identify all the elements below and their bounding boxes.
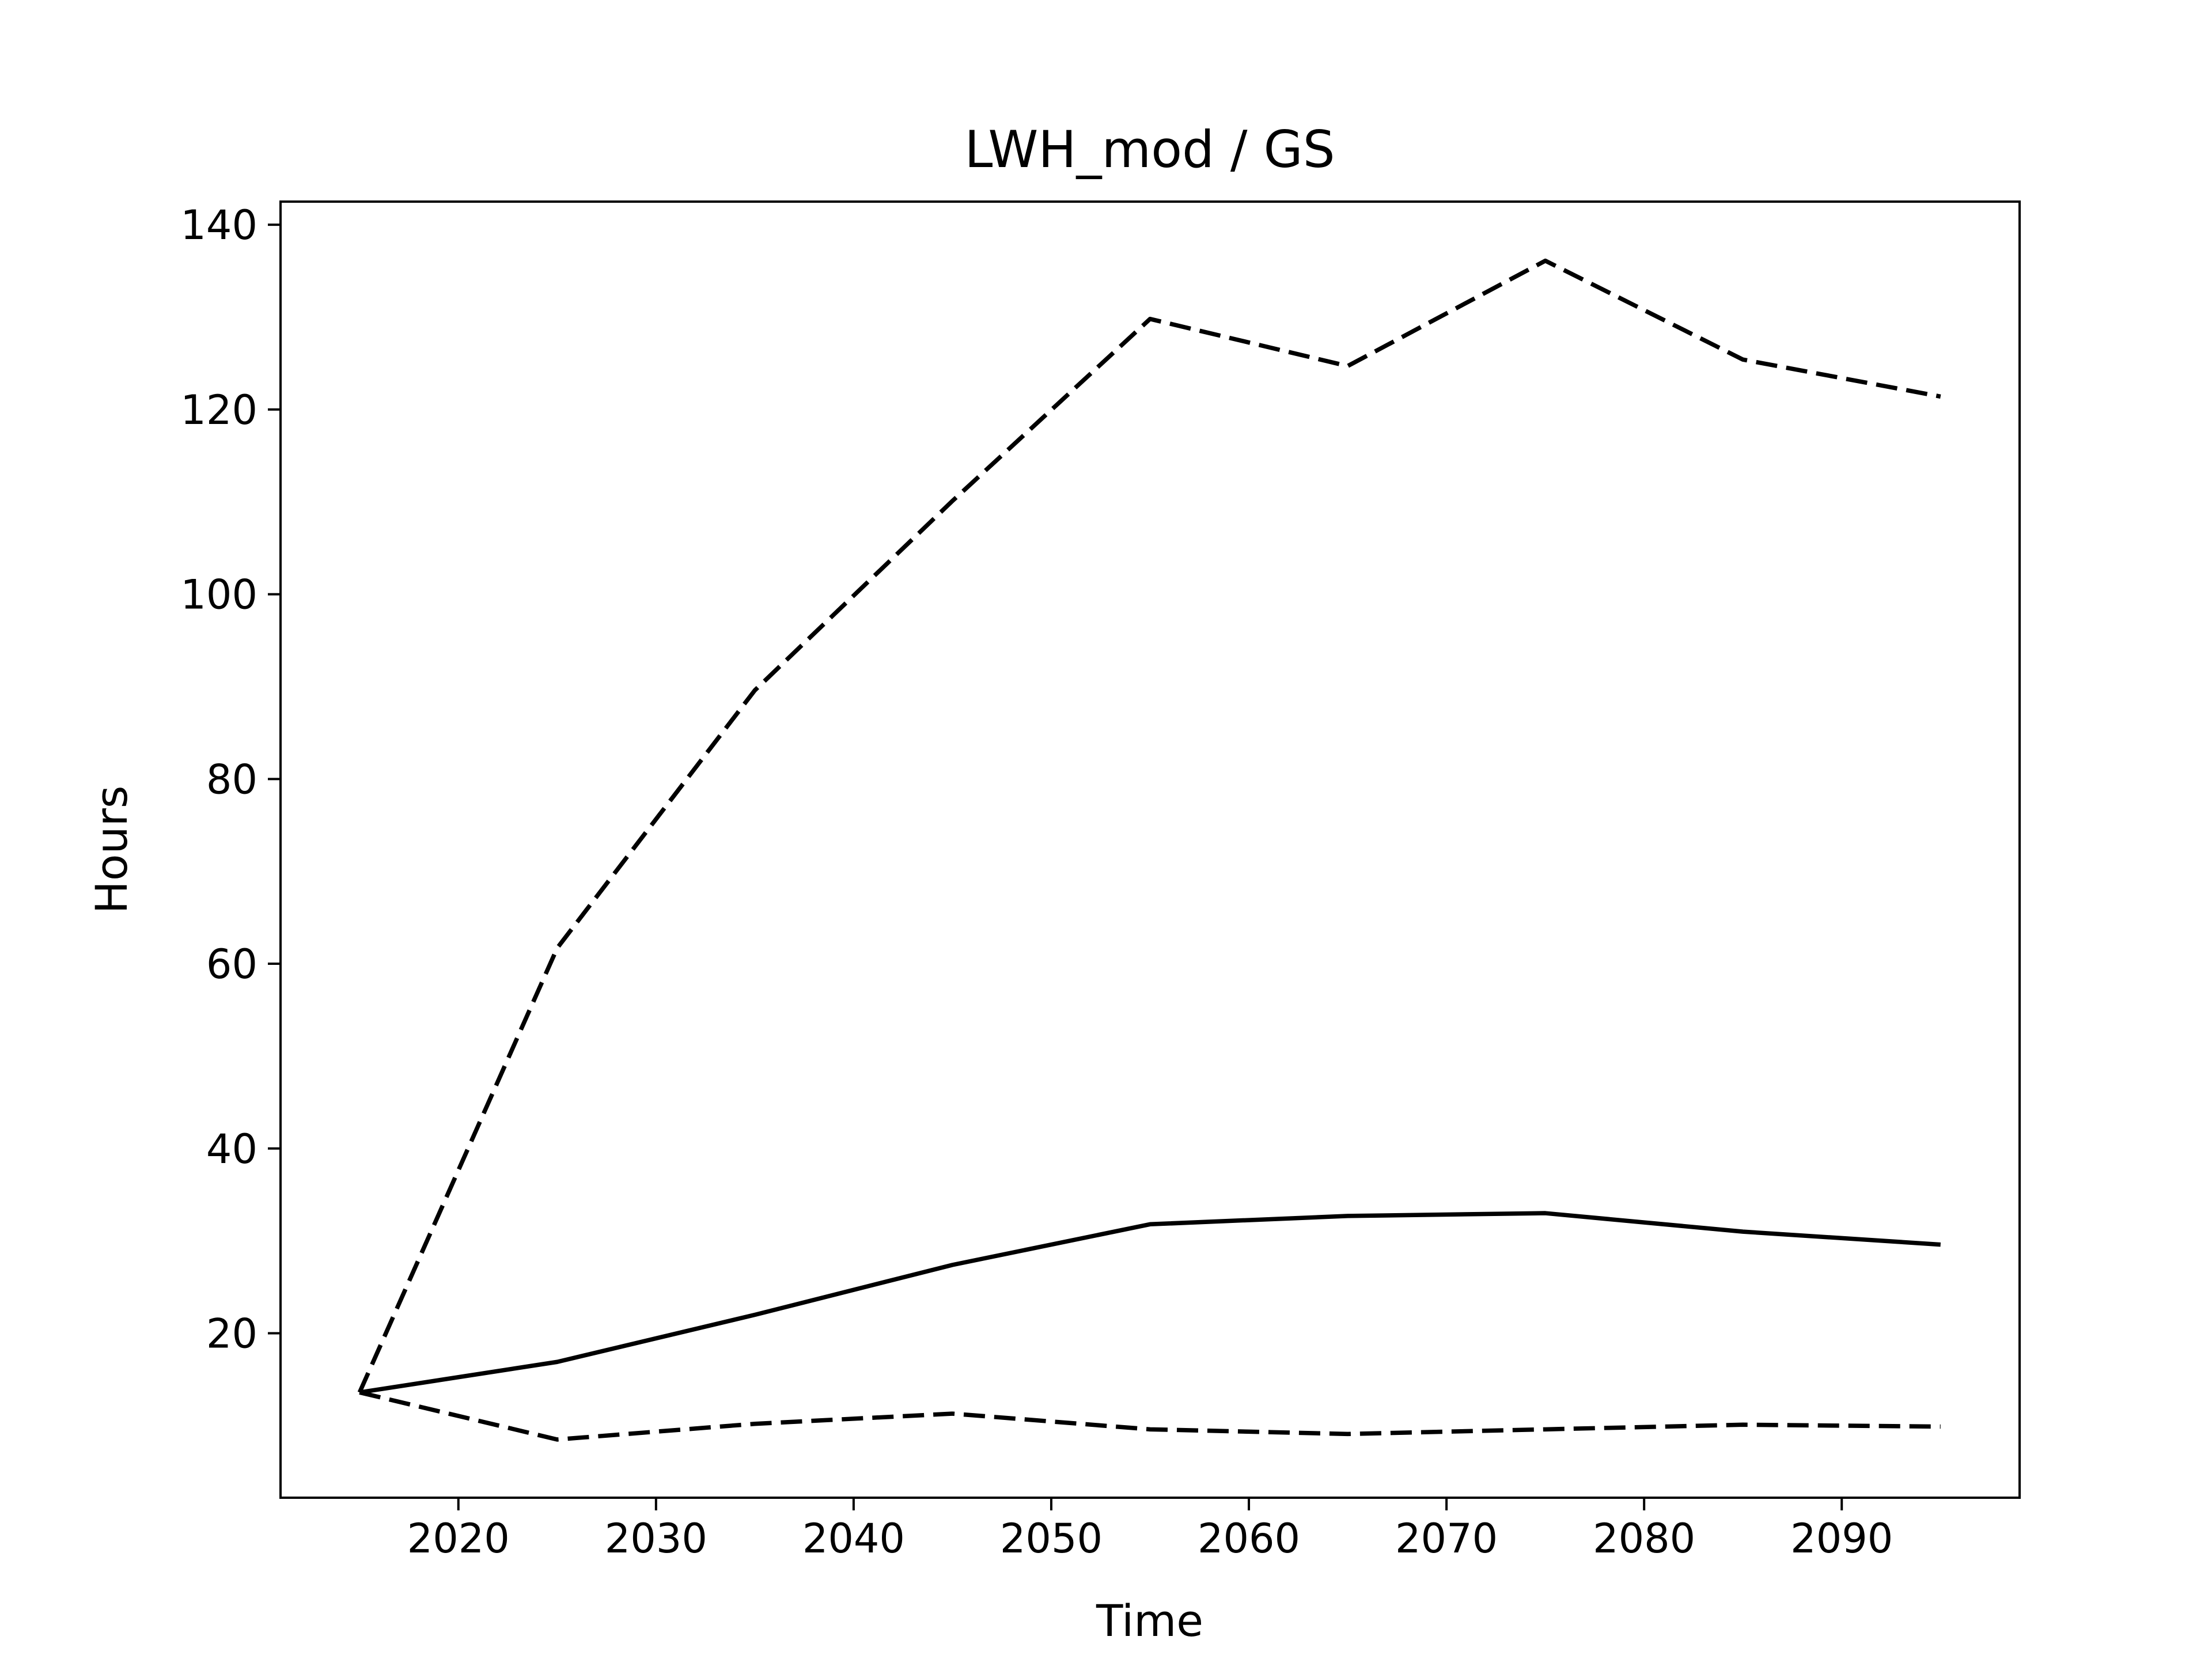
x-tick-label: 2060 (1198, 1515, 1300, 1562)
y-tick-label: 120 (180, 387, 257, 434)
x-tick-label: 2030 (605, 1515, 707, 1562)
x-tick-label: 2020 (407, 1515, 510, 1562)
x-tick-label: 2070 (1395, 1515, 1498, 1562)
x-tick-label: 2040 (802, 1515, 905, 1562)
y-tick-label: 140 (180, 202, 257, 249)
x-axis-label: Time (1096, 1595, 1203, 1646)
plot-frame (279, 200, 2021, 1499)
x-tick-label: 2090 (1790, 1515, 1893, 1562)
chart-title: LWH_mod / GS (964, 120, 1335, 179)
y-tick-label: 80 (206, 756, 257, 803)
y-axis-label: Hours (86, 786, 137, 914)
line-series (359, 1390, 1941, 1442)
y-tick-label: 100 (180, 571, 257, 619)
y-tick-label: 40 (206, 1126, 257, 1173)
line-series (359, 1211, 1941, 1395)
x-tick-label: 2080 (1593, 1515, 1695, 1562)
line-series (357, 258, 1941, 1393)
x-tick-label: 2050 (1000, 1515, 1103, 1562)
y-tick-label: 60 (206, 941, 257, 988)
y-tick-label: 20 (206, 1310, 257, 1358)
